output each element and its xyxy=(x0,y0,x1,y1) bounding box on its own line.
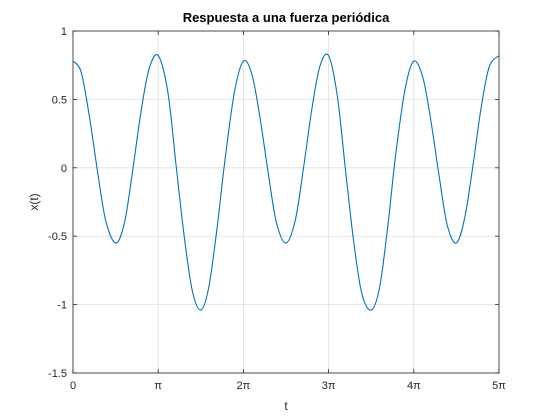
y-tick-label: 1 xyxy=(61,26,67,38)
y-tick-label: 0.5 xyxy=(52,94,67,106)
series-line-0 xyxy=(72,53,500,311)
x-tick-label: π xyxy=(154,380,162,392)
y-tick-label: -1.5 xyxy=(48,368,67,380)
x-tick-label: 4π xyxy=(407,380,421,392)
x-tick-label: 5π xyxy=(492,380,506,392)
ticks-layer: 0 π 2π 3π 4π 5π 1 0.5 0 -0.5 -1 -1.5 xyxy=(48,26,506,392)
y-tick-label: 0 xyxy=(61,163,67,175)
plot-frame xyxy=(72,30,500,374)
y-tick-label: -1 xyxy=(57,300,67,312)
x-tick-label: 2π xyxy=(237,380,251,392)
x-axis-label: t xyxy=(284,399,288,413)
series-layer xyxy=(72,53,500,311)
y-axis-label: x(t) xyxy=(27,193,41,210)
grid-layer xyxy=(72,30,500,374)
y-tick-label: -0.5 xyxy=(48,231,67,243)
chart-title: Respuesta a una fuerza periódica xyxy=(183,10,390,25)
x-tick-label: 3π xyxy=(322,380,336,392)
x-tick-label: 0 xyxy=(70,380,76,392)
